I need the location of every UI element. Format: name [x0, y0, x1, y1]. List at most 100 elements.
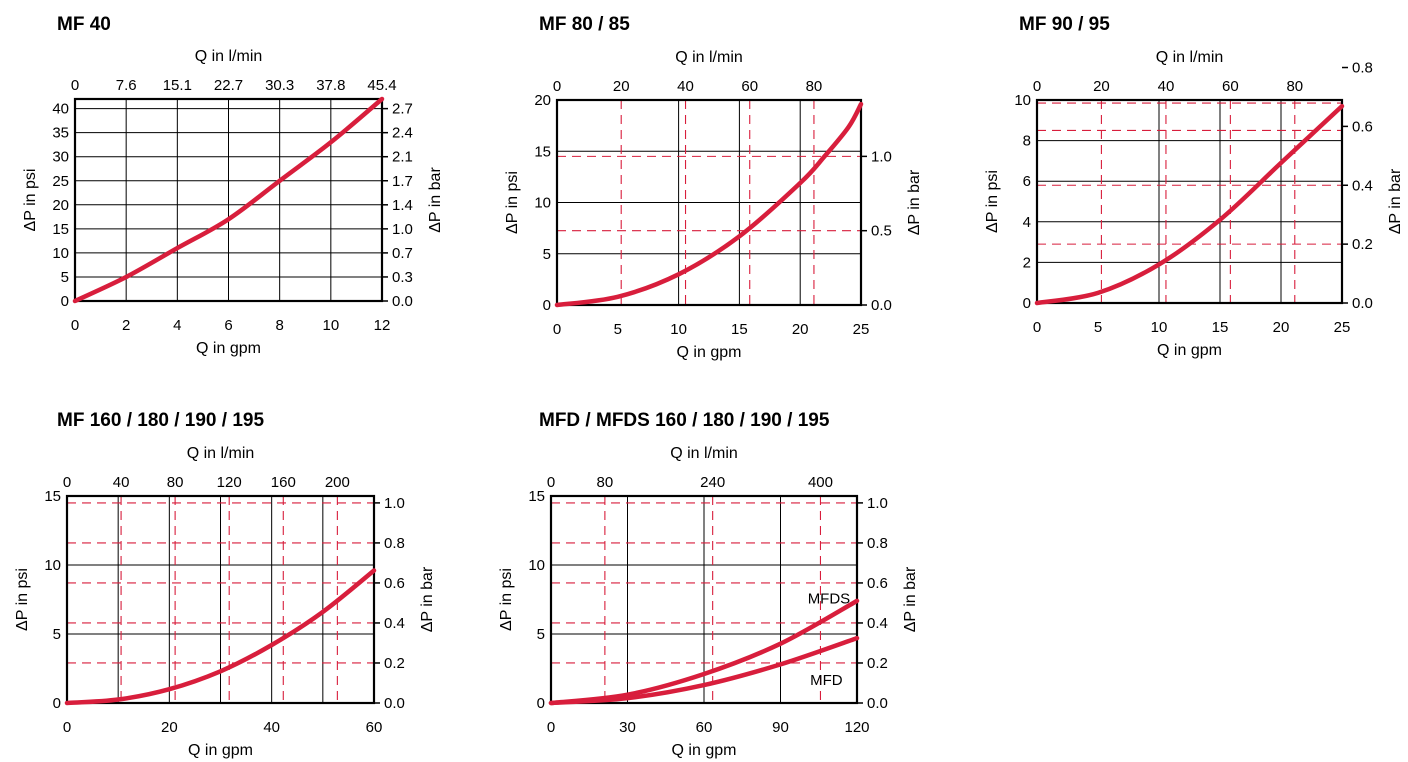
- x-tick-label: 30: [619, 719, 636, 736]
- series-label-mfds: MFDS: [808, 591, 851, 608]
- y2-tick-label: 0.4: [384, 615, 405, 632]
- x-axis-label: Q in gpm: [188, 742, 253, 759]
- y-tick-label: 10: [52, 245, 69, 262]
- y-tick-label: 5: [53, 626, 61, 643]
- y2-tick-label: 0.3: [392, 269, 413, 286]
- x-tick-label: 15: [1212, 319, 1229, 336]
- x2-tick-label: 22.7: [214, 77, 243, 94]
- x2-tick-label: 30.3: [265, 77, 294, 94]
- x2-tick-label: 120: [217, 474, 242, 491]
- y-tick-label: 0: [53, 695, 61, 712]
- x2-tick-label: 37.8: [316, 77, 345, 94]
- x-axis-label: Q in gpm: [196, 340, 261, 357]
- y-tick-label: 5: [537, 626, 545, 643]
- chart-title: MFD / MFDS 160 / 180 / 190 / 195: [539, 410, 830, 431]
- x-tick-label: 6: [224, 317, 232, 334]
- y2-tick-label: 0.6: [867, 575, 888, 592]
- x2-tick-label: 40: [677, 78, 694, 95]
- y-tick-label: 15: [528, 488, 545, 505]
- x2-tick-label: 0: [71, 77, 79, 94]
- y2-tick-label: 0.0: [384, 695, 405, 712]
- y-tick-label: 40: [52, 101, 69, 118]
- y-axis-label: ΔP in psi: [504, 171, 521, 234]
- y-axis-label: ΔP in psi: [984, 170, 1001, 233]
- x-tick-label: 60: [696, 719, 713, 736]
- chart-title: MF 80 / 85: [539, 14, 630, 35]
- y-tick-label: 5: [543, 246, 551, 263]
- x2-tick-label: 20: [1093, 78, 1110, 95]
- y-tick-label: 20: [534, 92, 551, 109]
- y2-tick-label: 1.0: [392, 221, 413, 238]
- x2-axis-label: Q in l/min: [675, 49, 743, 66]
- x-tick-label: 20: [161, 719, 178, 736]
- chart-mfd160: MFD / MFDS 160 / 180 / 190 / 195 0 30 60 90 1…: [498, 410, 919, 759]
- chart-mf90: MF 90 / 95 0 5 10 15 20 25 0 20 40 60 80 0 2 4 6 8 10 0.0 0…: [984, 14, 1404, 359]
- y-tick-label: 6: [1023, 173, 1031, 190]
- series-label-mfd: MFD: [810, 672, 843, 689]
- y2-tick-label: 0.0: [392, 293, 413, 310]
- x2-tick-label: 40: [1158, 78, 1175, 95]
- y2-tick-label: 0.2: [1352, 236, 1373, 253]
- x2-axis-label: Q in l/min: [1156, 49, 1224, 66]
- y-axis-label: ΔP in psi: [14, 568, 31, 631]
- x-tick-label: 8: [275, 317, 283, 334]
- y2-tick-label: 0.7: [392, 245, 413, 262]
- x2-tick-label: 45.4: [367, 77, 396, 94]
- y-tick-label: 0: [1023, 295, 1031, 312]
- x2-tick-label: 20: [613, 78, 630, 95]
- y-tick-label: 10: [1014, 92, 1031, 109]
- chart-title: MF 40: [57, 14, 111, 35]
- x2-tick-label: 200: [325, 474, 350, 491]
- y2-tick-label: 0.6: [384, 575, 405, 592]
- y-tick-label: 25: [52, 173, 69, 190]
- y2-axis-label: ΔP in bar: [902, 566, 919, 632]
- x-tick-label: 120: [844, 719, 869, 736]
- chart-mf80: MF 80 / 850 5 10 15 20 250 20 40 60 80051015200.0…: [504, 14, 923, 361]
- x2-tick-label: 0: [547, 474, 555, 491]
- x-tick-label: 12: [374, 317, 391, 334]
- y-tick-label: 15: [534, 143, 551, 160]
- x-tick-label: 10: [1151, 319, 1168, 336]
- y-tick-label: 8: [1023, 133, 1031, 150]
- x-tick-label: 15: [731, 321, 748, 338]
- y2-tick-label: 1.0: [867, 495, 888, 512]
- x2-tick-label: 240: [700, 474, 725, 491]
- x2-tick-label: 0: [1033, 78, 1041, 95]
- y2-tick-label: 0.0: [871, 297, 892, 314]
- y-tick-label: 2: [1023, 254, 1031, 271]
- y2-tick-label: 1.4: [392, 197, 413, 214]
- y-tick-label: 5: [61, 269, 69, 286]
- x2-tick-label: 0: [553, 78, 561, 95]
- x-tick-label: 90: [772, 719, 789, 736]
- y2-tick-label: 1.0: [384, 495, 405, 512]
- x2-axis-label: Q in l/min: [187, 445, 255, 462]
- x-tick-label: 20: [1273, 319, 1290, 336]
- x-tick-label: 5: [1094, 319, 1102, 336]
- y2-tick-label: 1.0: [871, 148, 892, 165]
- x-tick-label: 0: [553, 321, 561, 338]
- x-tick-label: 0: [1033, 319, 1041, 336]
- x2-tick-label: 15.1: [163, 77, 192, 94]
- y-tick-label: 20: [52, 197, 69, 214]
- x2-tick-label: 60: [1222, 78, 1239, 95]
- y2-tick-label: 0.0: [867, 695, 888, 712]
- y-tick-label: 0: [543, 297, 551, 314]
- x-tick-label: 2: [122, 317, 130, 334]
- chart-title: MF 160 / 180 / 190 / 195: [57, 410, 264, 431]
- x-axis-label: Q in gpm: [1157, 342, 1222, 359]
- y2-tick-label: 2.7: [392, 101, 413, 118]
- y-tick-label: 10: [44, 557, 61, 574]
- y2-tick-label: 0.6: [1352, 118, 1373, 135]
- y-tick-label: 4: [1023, 214, 1031, 231]
- y2-tick-label: 0.8: [1352, 60, 1373, 77]
- x2-tick-label: 0: [63, 474, 71, 491]
- x-tick-label: 0: [63, 719, 71, 736]
- x-tick-label: 0: [547, 719, 555, 736]
- x-tick-label: 10: [322, 317, 339, 334]
- pressure-drop-curve: [557, 104, 861, 305]
- x-axis-label: Q in gpm: [677, 344, 742, 361]
- y2-tick-label: 0.2: [384, 655, 405, 672]
- x-tick-label: 40: [263, 719, 280, 736]
- y2-tick-label: 0.4: [1352, 177, 1373, 194]
